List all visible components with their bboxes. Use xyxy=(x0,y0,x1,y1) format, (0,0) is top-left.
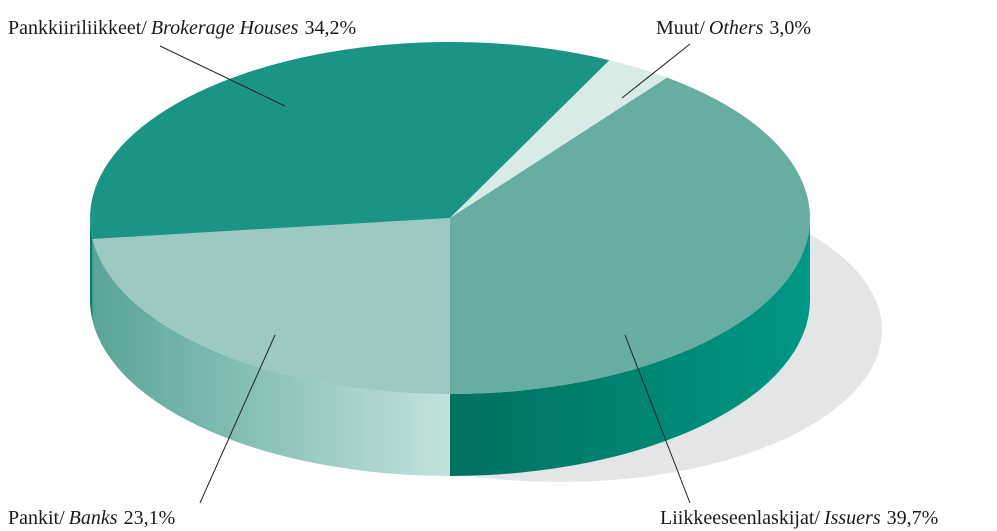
label-en: Issuers xyxy=(823,507,881,529)
slice xyxy=(89,42,610,239)
label-fi: Liikkeeseenlaskijat/ xyxy=(660,507,820,529)
label-en: Brokerage Houses xyxy=(151,17,299,39)
label-fi: Pankkiiriliikkeet/ xyxy=(8,17,147,39)
slice-side xyxy=(92,238,451,476)
leader-line xyxy=(624,334,691,504)
slice-side xyxy=(450,218,810,476)
value-label: 39,7% xyxy=(887,507,939,529)
leader-line xyxy=(621,43,691,99)
label-fi: Pankit/ xyxy=(8,507,65,529)
slice-label: Pankkiiriliikkeet/Brokerage Houses 34,2% xyxy=(8,17,356,39)
slice-side xyxy=(90,218,93,321)
slice-label: Pankit/Banks 23,1% xyxy=(8,507,175,529)
slice xyxy=(450,60,668,218)
slice xyxy=(92,218,451,394)
value-label: 3,0% xyxy=(769,17,811,39)
slice xyxy=(450,77,811,394)
slice-label: Muut/Others 3,0% xyxy=(656,17,811,39)
value-label: 34,2% xyxy=(304,17,356,39)
value-label: 23,1% xyxy=(124,507,176,529)
leader-line xyxy=(199,334,276,504)
label-fi: Muut/ xyxy=(656,17,705,39)
slice-label: Liikkeeseenlaskijat/Issuers 39,7% xyxy=(660,507,938,529)
leader-line xyxy=(159,45,286,107)
label-en: Others xyxy=(709,17,764,39)
label-en: Banks xyxy=(69,507,118,529)
